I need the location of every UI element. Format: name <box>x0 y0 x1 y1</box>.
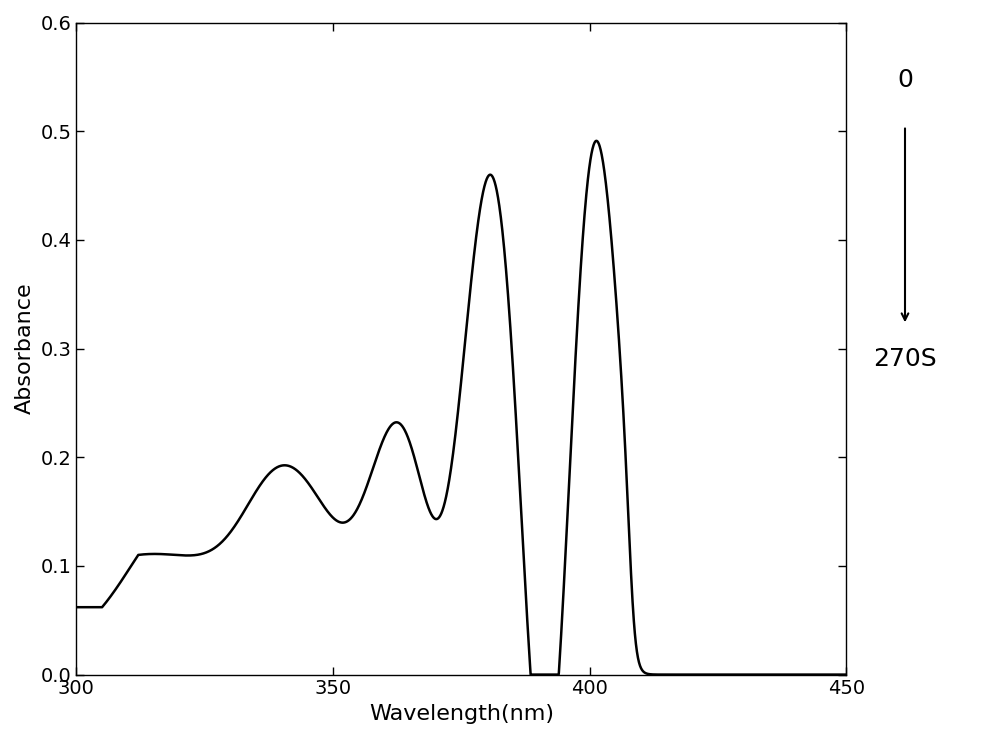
Text: 0: 0 <box>897 69 913 92</box>
Y-axis label: Absorbance: Absorbance <box>15 283 35 415</box>
X-axis label: Wavelength(nm): Wavelength(nm) <box>369 704 554 724</box>
Text: 270S: 270S <box>873 347 937 371</box>
